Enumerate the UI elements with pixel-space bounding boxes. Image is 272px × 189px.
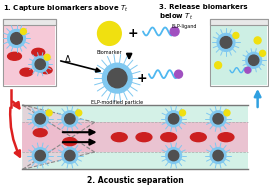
Text: +: + bbox=[137, 72, 147, 85]
Ellipse shape bbox=[218, 133, 234, 142]
Circle shape bbox=[259, 50, 265, 56]
Ellipse shape bbox=[20, 68, 33, 76]
Circle shape bbox=[20, 29, 26, 34]
Circle shape bbox=[65, 114, 75, 124]
Circle shape bbox=[35, 114, 45, 124]
Bar bbox=[3, 19, 56, 86]
Ellipse shape bbox=[63, 138, 77, 146]
Circle shape bbox=[166, 148, 181, 163]
Circle shape bbox=[245, 67, 251, 73]
Ellipse shape bbox=[136, 133, 152, 142]
Bar bbox=[22, 122, 248, 152]
Circle shape bbox=[217, 33, 235, 51]
Ellipse shape bbox=[111, 133, 127, 142]
Text: Biomarker: Biomarker bbox=[97, 50, 122, 55]
Circle shape bbox=[44, 54, 50, 60]
Ellipse shape bbox=[161, 133, 177, 142]
Bar bbox=[210, 19, 267, 25]
Circle shape bbox=[62, 111, 78, 127]
Circle shape bbox=[32, 148, 48, 163]
Text: 3. Release biomarkers
below $T_t$: 3. Release biomarkers below $T_t$ bbox=[159, 4, 248, 22]
Circle shape bbox=[8, 29, 25, 47]
Circle shape bbox=[170, 27, 179, 36]
Ellipse shape bbox=[190, 133, 206, 142]
Circle shape bbox=[213, 114, 223, 124]
Circle shape bbox=[180, 110, 186, 116]
Circle shape bbox=[76, 110, 82, 116]
Circle shape bbox=[62, 148, 78, 163]
Circle shape bbox=[35, 59, 45, 69]
Circle shape bbox=[213, 150, 223, 161]
Circle shape bbox=[166, 111, 181, 127]
Circle shape bbox=[175, 70, 183, 78]
Circle shape bbox=[103, 63, 132, 93]
Circle shape bbox=[210, 148, 226, 163]
Circle shape bbox=[168, 114, 179, 124]
Circle shape bbox=[215, 62, 222, 69]
Circle shape bbox=[168, 150, 179, 161]
Text: +: + bbox=[128, 27, 138, 40]
Bar bbox=[22, 105, 248, 170]
Circle shape bbox=[210, 111, 226, 127]
Circle shape bbox=[46, 110, 52, 116]
Ellipse shape bbox=[8, 52, 21, 60]
Text: $\Delta$: $\Delta$ bbox=[64, 53, 72, 64]
Circle shape bbox=[98, 22, 121, 45]
Ellipse shape bbox=[32, 48, 45, 56]
Circle shape bbox=[246, 52, 262, 68]
Text: ELP-ligand: ELP-ligand bbox=[172, 23, 197, 29]
Circle shape bbox=[65, 150, 75, 161]
Bar bbox=[210, 19, 267, 86]
Circle shape bbox=[11, 33, 22, 44]
Bar bbox=[4, 25, 55, 85]
Circle shape bbox=[35, 150, 45, 161]
Polygon shape bbox=[22, 105, 95, 170]
Circle shape bbox=[249, 55, 259, 65]
Text: 2. Acoustic separation: 2. Acoustic separation bbox=[87, 176, 183, 185]
Bar bbox=[211, 25, 267, 85]
Circle shape bbox=[32, 111, 48, 127]
Text: 1. Capture biomarkers above $T_t$: 1. Capture biomarkers above $T_t$ bbox=[3, 4, 128, 14]
Ellipse shape bbox=[40, 67, 52, 74]
Circle shape bbox=[254, 37, 261, 44]
Circle shape bbox=[32, 56, 48, 72]
Circle shape bbox=[220, 37, 232, 48]
Circle shape bbox=[233, 33, 239, 38]
Circle shape bbox=[224, 110, 230, 116]
Ellipse shape bbox=[33, 129, 47, 137]
Text: ELP-modified particle: ELP-modified particle bbox=[91, 100, 143, 105]
Circle shape bbox=[108, 68, 127, 88]
Bar bbox=[3, 19, 56, 25]
